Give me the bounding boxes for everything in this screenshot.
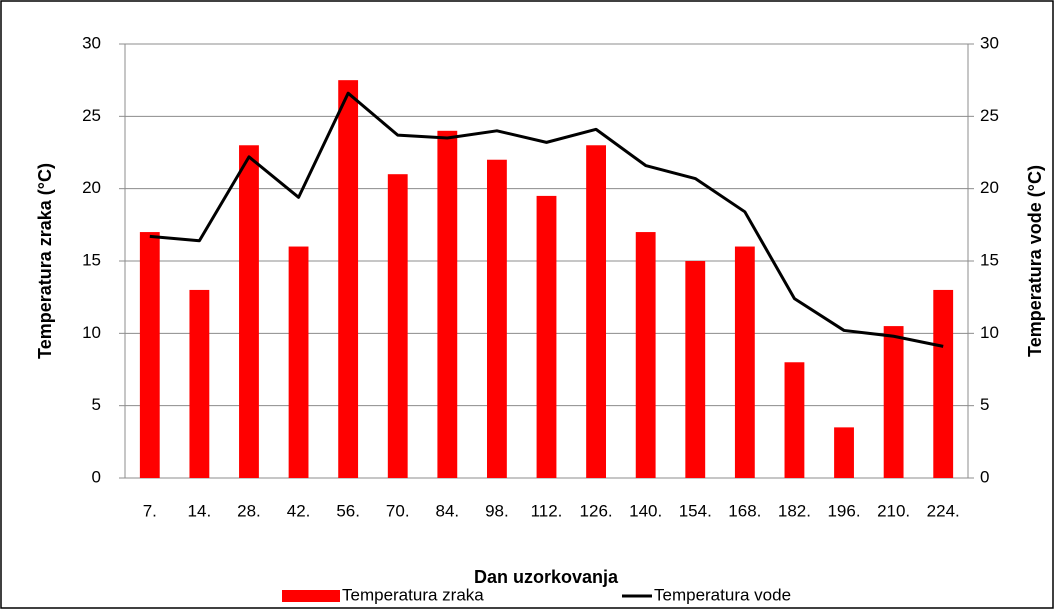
- x-axis-title: Dan uzorkovanja: [474, 567, 619, 587]
- bar: [834, 427, 854, 478]
- line: [149, 91, 944, 348]
- bar: [437, 130, 458, 479]
- bar: [338, 80, 359, 479]
- x-tick-label: 224.: [927, 501, 960, 520]
- y-tick-label: 15: [82, 250, 101, 269]
- y2-axis-title: Temperatura vode (°C): [1025, 165, 1045, 357]
- bar: [586, 145, 607, 478]
- x-tick-label: 42.: [287, 501, 311, 520]
- bar: [883, 326, 904, 478]
- x-tick-label: 140.: [629, 501, 662, 520]
- bar: [784, 362, 805, 478]
- y-tick-label: 0: [92, 467, 101, 486]
- x-tick-label: 70.: [386, 501, 410, 520]
- x-tick-label: 210.: [877, 501, 910, 520]
- y-tick-label: 10: [82, 323, 101, 342]
- y2-tick-label: 25: [980, 106, 999, 125]
- bar: [288, 246, 309, 478]
- bar: [387, 174, 408, 478]
- y2-tick-label: 15: [980, 250, 999, 269]
- y2-tick-label: 10: [980, 323, 999, 342]
- x-tick-label: 112.: [531, 501, 563, 520]
- bar: [239, 145, 259, 478]
- y-tick-label: 20: [82, 178, 101, 197]
- legend-swatch: [282, 590, 340, 602]
- legend-label: Temperatura zraka: [342, 585, 484, 604]
- legend-label: Temperatura vode: [654, 585, 791, 604]
- y2-tick-label: 5: [980, 395, 989, 414]
- bar: [933, 289, 954, 478]
- bar: [635, 232, 656, 478]
- x-tick-label: 98.: [485, 501, 509, 520]
- bar: [685, 261, 706, 478]
- x-tick-label: 7.: [143, 501, 157, 520]
- y-tick-label: 30: [82, 33, 101, 52]
- x-tick-label: 84.: [436, 501, 460, 520]
- x-tick-label: 28.: [237, 501, 261, 520]
- x-tick-label: 154.: [679, 501, 712, 520]
- x-tick-label: 196.: [827, 501, 860, 520]
- y-tick-label: 5: [92, 395, 101, 414]
- bar: [139, 232, 160, 478]
- x-tick-label: 182.: [778, 501, 811, 520]
- x-tick-label: 168.: [728, 501, 761, 520]
- y2-tick-label: 20: [980, 178, 999, 197]
- bar: [734, 246, 755, 478]
- y-tick-label: 25: [82, 106, 101, 125]
- y-axis-title: Temperatura zraka (°C): [35, 163, 55, 359]
- y2-tick-label: 0: [980, 467, 989, 486]
- y2-tick-label: 30: [980, 33, 999, 52]
- bar: [189, 289, 210, 478]
- x-tick-label: 56.: [336, 501, 360, 520]
- bar: [536, 195, 557, 478]
- x-tick-label: 126.: [580, 501, 613, 520]
- bar: [486, 159, 507, 478]
- x-tick-label: 14.: [188, 501, 212, 520]
